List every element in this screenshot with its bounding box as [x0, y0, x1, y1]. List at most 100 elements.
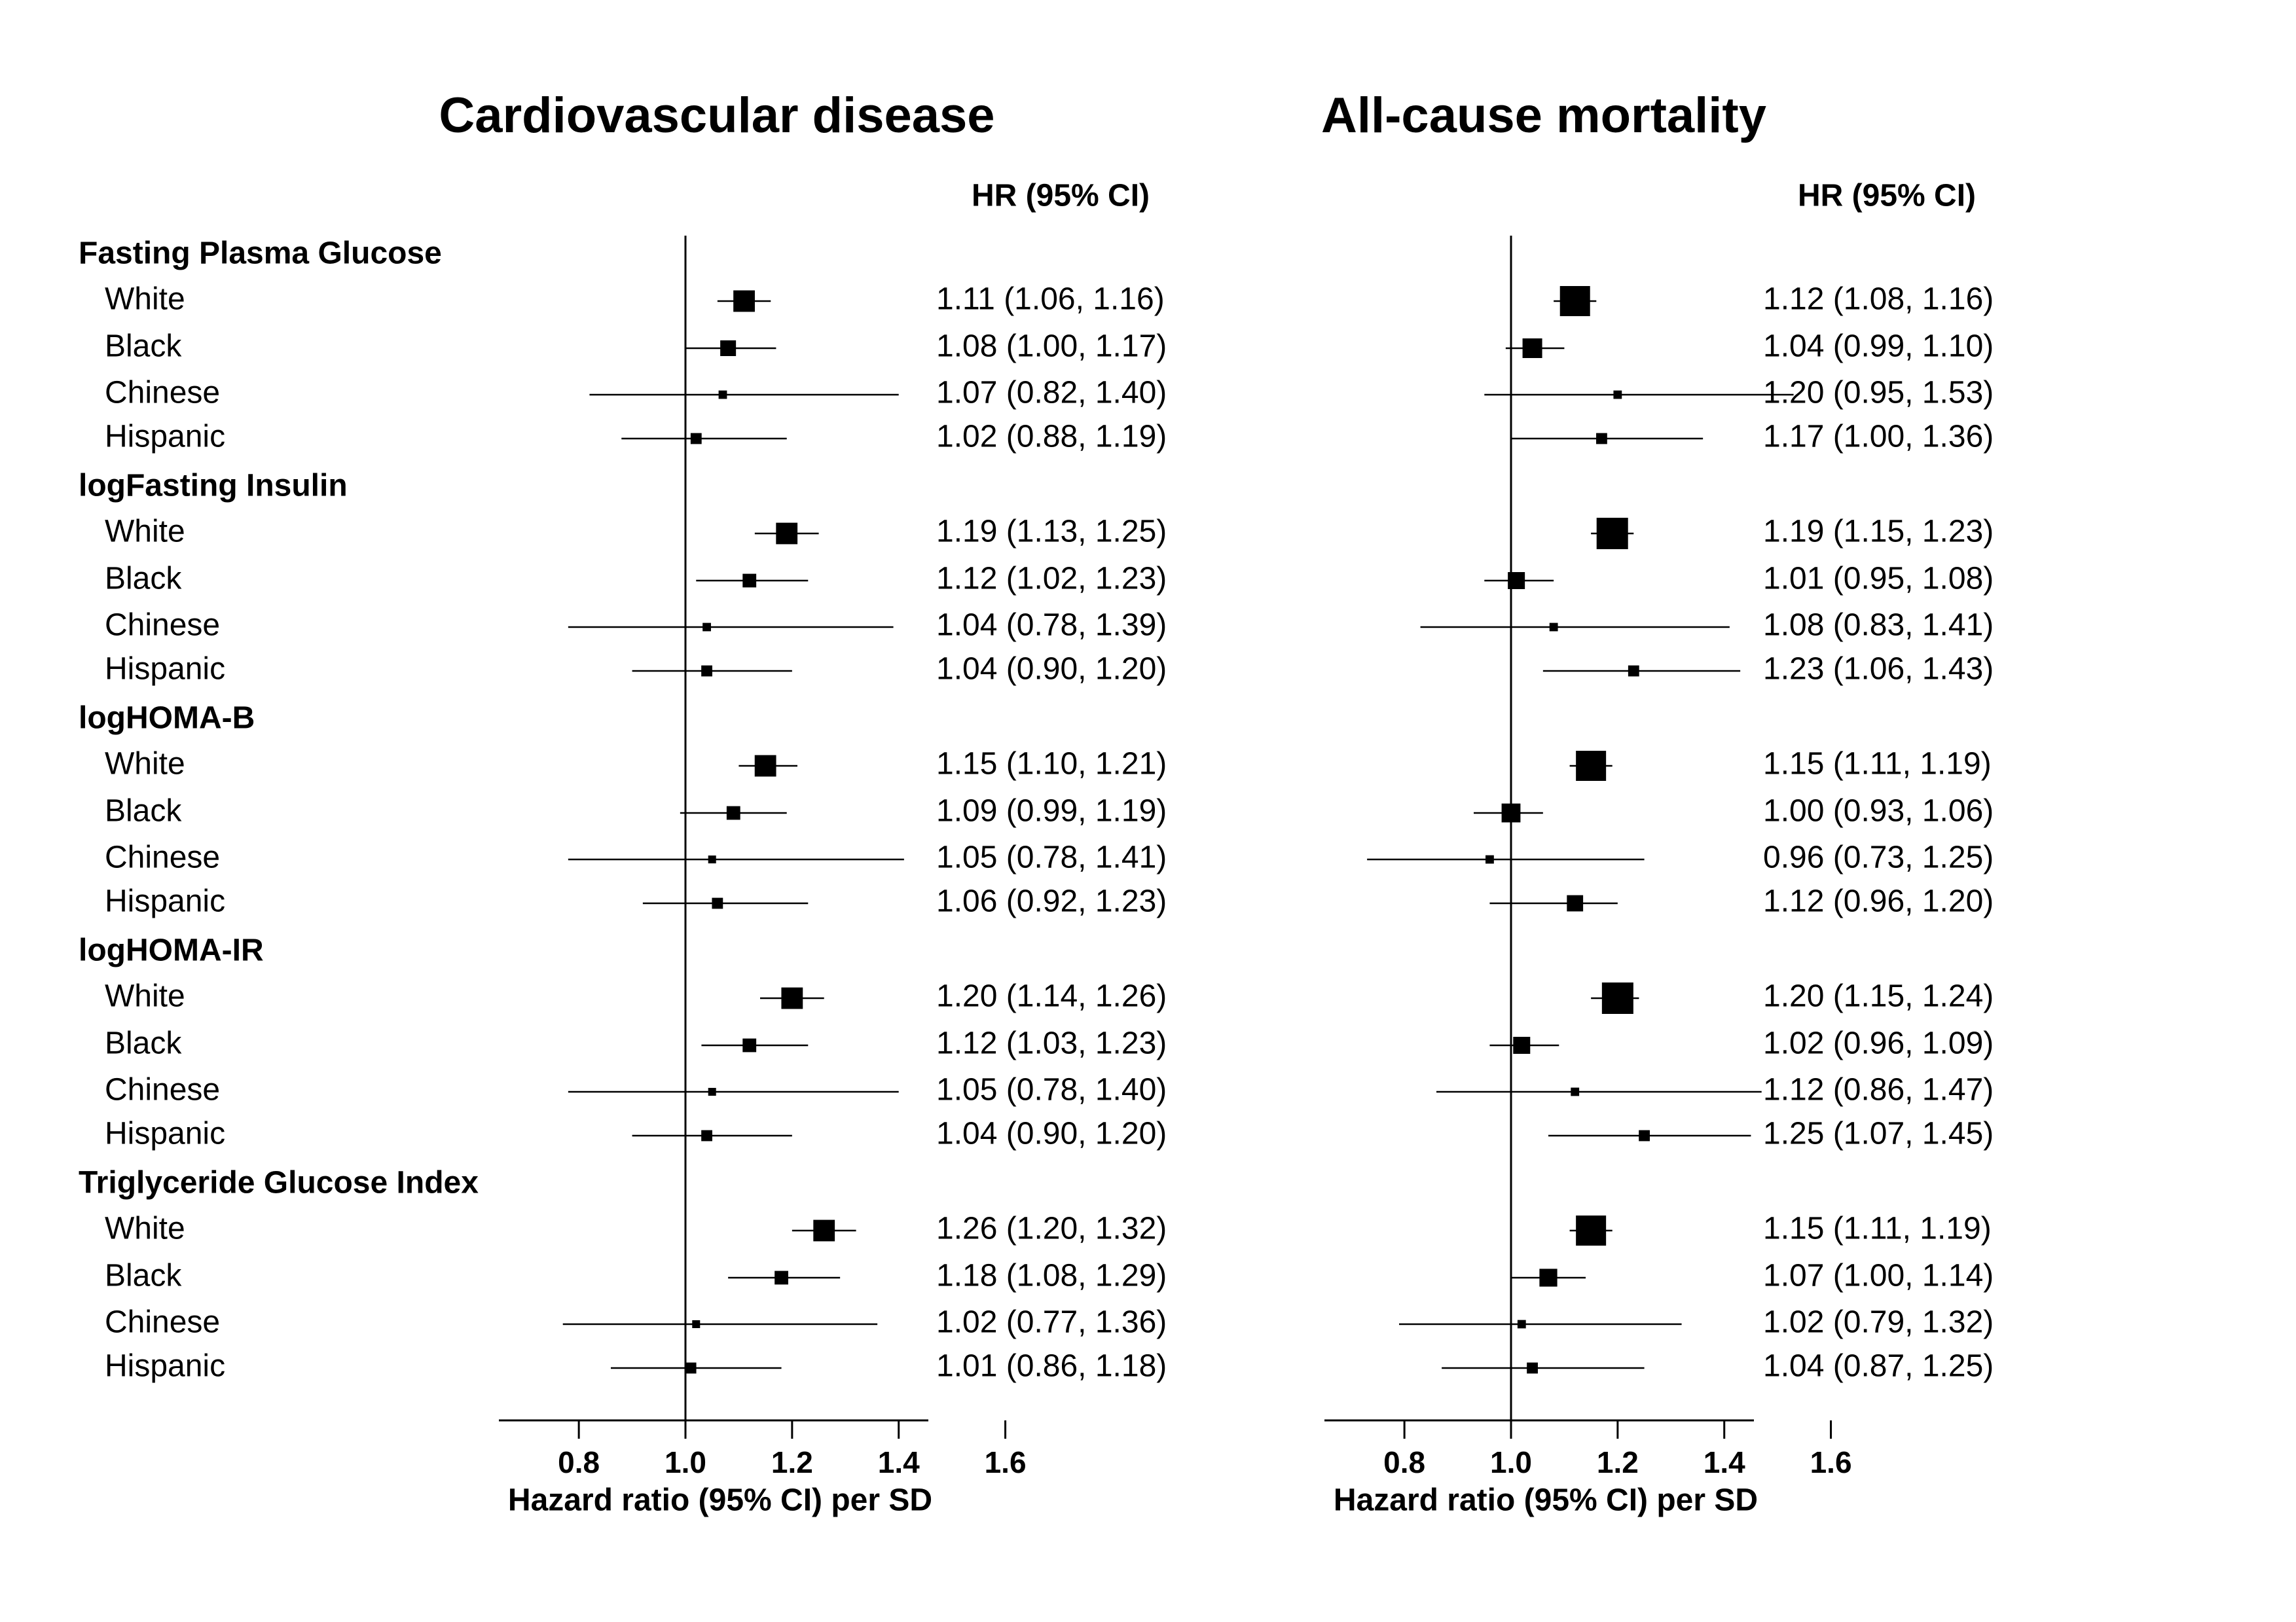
hr-point-marker	[1567, 895, 1584, 912]
hr-point-marker	[1571, 1087, 1580, 1096]
subgroup-label-white: White	[105, 1212, 185, 1246]
hr-value-text: 1.04 (0.99, 1.10)	[1763, 329, 1994, 364]
hr-point-marker	[702, 622, 711, 632]
group-label-loghoma-ir: logHOMA-IR	[79, 933, 264, 968]
subgroup-label-white: White	[105, 747, 185, 782]
hr-point-marker	[1513, 1037, 1531, 1054]
hr-point-marker	[1485, 855, 1494, 864]
hr-point-marker	[1639, 1130, 1650, 1142]
hr-point-marker	[754, 755, 776, 777]
hr-point-marker	[742, 573, 757, 588]
hr-value-text: 1.23 (1.06, 1.43)	[1763, 652, 1994, 687]
subgroup-label-white: White	[105, 514, 185, 549]
x-tick-label: 1.0	[665, 1445, 706, 1479]
hr-value-text: 1.01 (0.86, 1.18)	[936, 1349, 1167, 1384]
hr-point-marker	[1596, 433, 1607, 444]
x-tick-label: 1.6	[1810, 1445, 1852, 1479]
hr-value-text: 1.12 (1.02, 1.23)	[936, 562, 1167, 596]
hr-value-text: 1.17 (1.00, 1.36)	[1763, 420, 1994, 454]
hr-value-text: 1.00 (0.93, 1.06)	[1763, 794, 1994, 829]
x-tick-label: 1.6	[985, 1445, 1027, 1479]
subgroup-label-white: White	[105, 282, 185, 317]
hr-value-text: 1.18 (1.08, 1.29)	[936, 1259, 1167, 1293]
x-tick-label: 1.2	[1597, 1445, 1639, 1479]
x-axis-label: Hazard ratio (95% CI) per SD	[1334, 1483, 1758, 1518]
subgroup-label-chinese: Chinese	[105, 376, 220, 410]
group-label-triglyceride-glucose-index: Triglyceride Glucose Index	[79, 1166, 479, 1200]
hr-column-header: HR (95% CI)	[1798, 179, 1976, 213]
hr-value-text: 1.09 (0.99, 1.19)	[936, 794, 1167, 829]
subgroup-label-white: White	[105, 979, 185, 1014]
panel-title: All-cause mortality	[1321, 88, 1766, 143]
subgroup-label-black: Black	[105, 1026, 182, 1061]
hr-point-marker	[720, 340, 737, 356]
hr-point-marker	[813, 1219, 835, 1242]
hr-value-text: 1.20 (0.95, 1.53)	[1763, 376, 1994, 410]
hr-value-text: 0.96 (0.73, 1.25)	[1763, 840, 1994, 875]
hr-value-text: 1.20 (1.15, 1.24)	[1763, 979, 1994, 1014]
subgroup-label-chinese: Chinese	[105, 1305, 220, 1340]
hr-point-marker	[1517, 1320, 1526, 1329]
hr-point-marker	[1596, 518, 1628, 549]
x-tick-label: 1.4	[1704, 1445, 1745, 1479]
hr-value-text: 1.02 (0.96, 1.09)	[1763, 1026, 1994, 1061]
hr-point-marker	[776, 522, 798, 545]
x-tick-label: 0.8	[558, 1445, 600, 1479]
hr-point-marker	[701, 1130, 712, 1142]
hr-value-text: 1.04 (0.90, 1.20)	[936, 652, 1167, 687]
hr-point-marker	[1601, 982, 1633, 1014]
hr-value-text: 1.12 (1.03, 1.23)	[936, 1026, 1167, 1061]
hr-value-text: 1.02 (0.79, 1.32)	[1763, 1305, 1994, 1340]
hr-point-marker	[742, 1038, 757, 1053]
hr-value-text: 1.05 (0.78, 1.40)	[936, 1073, 1167, 1108]
hr-point-marker	[708, 1088, 716, 1096]
hr-value-text: 1.05 (0.78, 1.41)	[936, 840, 1167, 875]
hr-point-marker	[685, 1362, 697, 1374]
hr-value-text: 1.06 (0.92, 1.23)	[936, 884, 1167, 919]
hr-point-marker	[1501, 803, 1521, 823]
hr-point-marker	[726, 806, 740, 820]
hr-point-marker	[718, 390, 727, 399]
group-label-fasting-plasma-glucose: Fasting Plasma Glucose	[79, 236, 442, 271]
hr-value-text: 1.15 (1.11, 1.19)	[1763, 1212, 1992, 1246]
panel-title: Cardiovascular disease	[439, 88, 994, 143]
panel-all-cause-mortality: All-cause mortality HR (95% CI) 0.8 1.0 1.2 1…	[1321, 88, 1994, 1518]
row-labels: Fasting Plasma Glucose White Black Chinese H…	[79, 236, 479, 1384]
hr-value-text: 1.20 (1.14, 1.26)	[936, 979, 1167, 1014]
hr-column-header: HR (95% CI)	[972, 179, 1150, 213]
hr-value-text: 1.08 (0.83, 1.41)	[1763, 608, 1994, 643]
hr-point-marker	[1527, 1362, 1538, 1374]
subgroup-label-black: Black	[105, 794, 182, 829]
subgroup-label-hispanic: Hispanic	[105, 652, 225, 687]
subgroup-label-hispanic: Hispanic	[105, 884, 225, 919]
hr-value-text: 1.07 (1.00, 1.14)	[1763, 1259, 1994, 1293]
hr-point-marker	[1576, 751, 1607, 781]
hr-point-marker	[1613, 390, 1622, 399]
hr-value-text: 1.26 (1.20, 1.32)	[936, 1212, 1167, 1246]
hr-point-marker	[733, 290, 755, 312]
hr-value-text: 1.12 (0.86, 1.47)	[1763, 1073, 1994, 1108]
hr-value-text: 1.15 (1.11, 1.19)	[1763, 747, 1992, 782]
hr-point-marker	[781, 987, 803, 1009]
x-tick-label: 1.4	[878, 1445, 920, 1479]
hr-value-text: 1.12 (1.08, 1.16)	[1763, 282, 1994, 317]
hr-point-marker	[1549, 622, 1558, 632]
hr-value-text: 1.19 (1.15, 1.23)	[1763, 514, 1994, 549]
hr-value-text: 1.25 (1.07, 1.45)	[1763, 1117, 1994, 1151]
hr-point-marker	[712, 897, 723, 909]
subgroup-label-hispanic: Hispanic	[105, 1349, 225, 1384]
group-label-logfasting-insulin: logFasting Insulin	[79, 469, 348, 503]
group-label-loghoma-b: logHOMA-B	[79, 701, 255, 736]
subgroup-label-chinese: Chinese	[105, 840, 220, 875]
hr-value-text: 1.11 (1.06, 1.16)	[936, 282, 1165, 317]
hr-value-text: 1.02 (0.77, 1.36)	[936, 1305, 1167, 1340]
x-tick-label: 0.8	[1383, 1445, 1425, 1479]
subgroup-label-black: Black	[105, 329, 182, 364]
hr-point-marker	[1559, 286, 1590, 316]
hr-point-marker	[1628, 665, 1639, 677]
hr-point-marker	[774, 1271, 788, 1285]
hr-point-marker	[708, 856, 716, 863]
subgroup-label-chinese: Chinese	[105, 608, 220, 643]
